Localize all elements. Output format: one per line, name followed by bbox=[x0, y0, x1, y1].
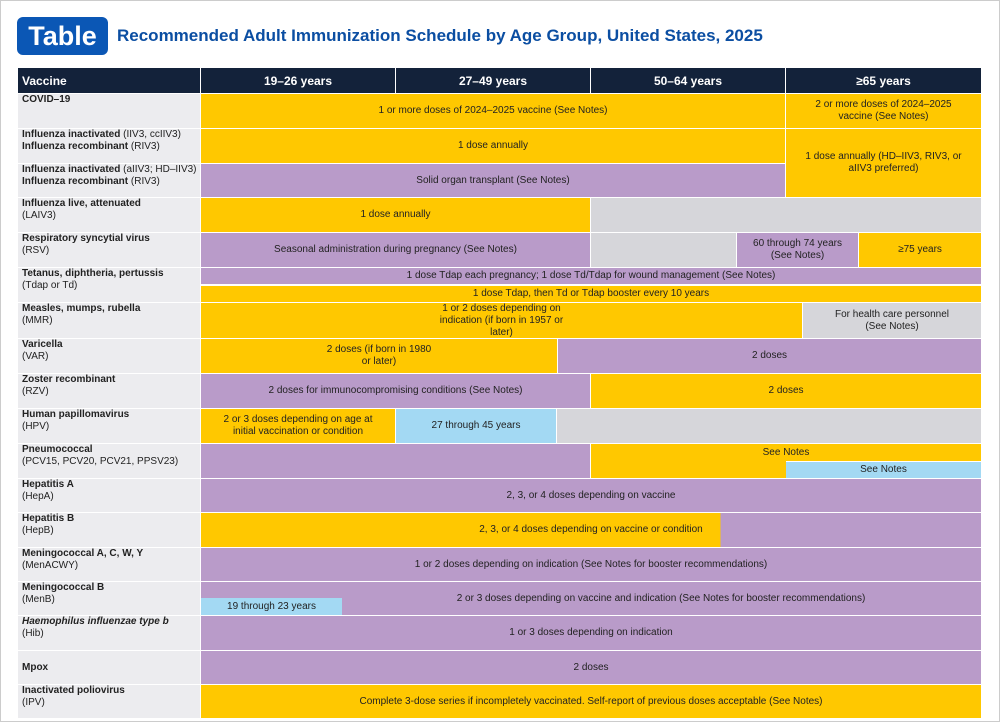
cell-pneumo-notes: See Notes bbox=[591, 444, 981, 461]
vaccine-name: Inactivated poliovirus bbox=[22, 685, 125, 696]
row-label-laiv: Influenza live, attenuated (LAIV3) bbox=[18, 198, 200, 232]
table-badge: Table 1 bbox=[17, 17, 108, 89]
cell-pneumo-risk bbox=[201, 444, 590, 478]
vaccine-name: Influenza recombinant bbox=[22, 141, 129, 152]
row-label-mpox: Mpox bbox=[18, 651, 200, 684]
row-label-hib: Haemophilus influenzae type b (Hib) bbox=[18, 616, 200, 650]
cell-hib: 1 or 3 doses depending on indication bbox=[201, 616, 981, 650]
cell-hpv: 2 or 3 doses depending on age at initial… bbox=[201, 409, 395, 443]
vaccine-name: Influenza recombinant bbox=[22, 176, 129, 187]
cell-laiv: 1 dose annually bbox=[201, 198, 590, 232]
vaccine-name: Haemophilus influenzae type b bbox=[22, 616, 169, 627]
vaccine-abbr: (RSV) bbox=[22, 245, 50, 256]
cell-rzv-immunocompromised: 2 doses for immunocompromising condition… bbox=[201, 374, 590, 408]
cell-mmr: 1 or 2 doses depending on indication (if… bbox=[201, 303, 802, 338]
vaccine-name: Pneumococcal bbox=[22, 444, 93, 455]
vaccine-name: Varicella bbox=[22, 339, 63, 350]
row-label-covid: COVID–19 bbox=[18, 94, 200, 128]
vaccine-name: Meningococcal B bbox=[22, 582, 105, 593]
cell-menb-19-23: 19 through 23 years bbox=[201, 598, 342, 615]
row-label-hepb: Hepatitis B (HepB) bbox=[18, 513, 200, 547]
vaccine-abbr: (HPV) bbox=[22, 421, 50, 432]
vaccine-name: Influenza live, attenuated bbox=[22, 198, 141, 209]
vaccine-abbr: (RZV) bbox=[22, 386, 49, 397]
vaccine-abbr: (Tdap or Td) bbox=[22, 280, 78, 291]
vaccine-abbr: (IIV3, ccIIV3) bbox=[123, 129, 181, 140]
row-label-tdap: Tetanus, diphtheria, pertussis (Tdap or T… bbox=[18, 268, 200, 302]
cell-mpox: 2 doses bbox=[201, 651, 981, 684]
row-label-hepa: Hepatitis A (HepA) bbox=[18, 479, 200, 512]
vaccine-name: Influenza inactivated bbox=[22, 129, 121, 140]
vaccine-abbr: (LAIV3) bbox=[22, 210, 56, 221]
cell-covid-65: 2 or more doses of 2024–2025 vaccine (Se… bbox=[786, 94, 981, 128]
header-vaccine: Vaccine bbox=[18, 68, 200, 93]
vaccine-name: Measles, mumps, rubella bbox=[22, 303, 141, 314]
row-label-mmr: Measles, mumps, rubella (MMR) bbox=[18, 303, 200, 338]
cell-rsv-60-74: 60 through 74 years (See Notes) bbox=[737, 233, 858, 267]
vaccine-abbr: (aIIV3; HD–IIV3) bbox=[123, 164, 197, 175]
vaccine-name: Zoster recombinant bbox=[22, 374, 116, 385]
cell-hepa: 2, 3, or 4 doses depending on vaccine bbox=[201, 479, 981, 512]
row-label-menacwy: Meningococcal A, C, W, Y (MenACWY) bbox=[18, 548, 200, 581]
header-50-64: 50–64 years bbox=[591, 68, 785, 93]
header-27-49: 27–49 years bbox=[396, 68, 590, 93]
vaccine-name: Meningococcal A, C, W, Y bbox=[22, 548, 144, 559]
row-label-pneumococcal: Pneumococcal (PCV15, PCV20, PCV21, PPSV23… bbox=[18, 444, 200, 478]
cell-hepb: 2, 3, or 4 doses depending on vaccine or… bbox=[201, 513, 981, 547]
vaccine-abbr: (VAR) bbox=[22, 351, 49, 362]
vaccine-name: Influenza inactivated bbox=[22, 164, 121, 175]
vaccine-name: Respiratory syncytial virus bbox=[22, 233, 150, 244]
row-label-ipv: Inactivated poliovirus (IPV) bbox=[18, 685, 200, 718]
vaccine-abbr: (RIV3) bbox=[130, 176, 160, 187]
vaccine-abbr: (MenB) bbox=[22, 594, 55, 605]
row-label-rsv: Respiratory syncytial virus (RSV) bbox=[18, 233, 200, 267]
cell-flu2: Solid organ transplant (See Notes) bbox=[201, 164, 785, 197]
cell-tdap-pregnancy: 1 dose Tdap each pregnancy; 1 dose Td/Td… bbox=[201, 268, 981, 284]
vaccine-abbr: (MMR) bbox=[22, 315, 53, 326]
cell-menacwy: 1 or 2 doses depending on indication (Se… bbox=[201, 548, 981, 581]
cell-hpv-27-45: 27 through 45 years bbox=[396, 409, 556, 443]
cell-rsv-75: ≥75 years bbox=[859, 233, 981, 267]
cell-rsv-pregnancy: Seasonal administration during pregnancy… bbox=[201, 233, 590, 267]
cell-tdap-booster: 1 dose Tdap, then Td or Tdap booster eve… bbox=[201, 286, 981, 302]
vaccine-abbr: (RIV3) bbox=[130, 141, 160, 152]
cell-var: 2 doses bbox=[558, 339, 981, 373]
cell-mmr-hcp: For health care personnel (See Notes) bbox=[803, 303, 981, 338]
vaccine-name: Hepatitis B bbox=[22, 513, 75, 524]
cell-hpv-na bbox=[557, 409, 981, 443]
cell-rzv: 2 doses bbox=[591, 374, 981, 408]
vaccine-abbr: (IPV) bbox=[22, 697, 45, 708]
vaccine-name: Tetanus, diphtheria, pertussis bbox=[22, 268, 164, 279]
vaccine-abbr: (MenACWY) bbox=[22, 560, 79, 571]
cell-ipv: Complete 3-dose series if incompletely v… bbox=[201, 685, 981, 718]
vaccine-abbr: (PCV15, PCV20, PCV21, PPSV23) bbox=[22, 456, 179, 467]
row-label-flu-adjuvanted: Influenza inactivated (aIIV3; HD–IIV3) I… bbox=[18, 164, 200, 197]
row-label-rzv: Zoster recombinant (RZV) bbox=[18, 374, 200, 408]
vaccine-name: Human papillomavirus bbox=[22, 409, 130, 420]
row-label-var: Varicella (VAR) bbox=[18, 339, 200, 373]
cell-rsv-na bbox=[591, 233, 736, 267]
vaccine-abbr: (HepB) bbox=[22, 525, 54, 536]
vaccine-name: COVID–19 bbox=[22, 94, 71, 105]
vaccine-name: Hepatitis A bbox=[22, 479, 74, 490]
header-65-plus: ≥65 years bbox=[786, 68, 981, 93]
header-19-26: 19–26 years bbox=[201, 68, 395, 93]
page-title: Recommended Adult Immunization Schedule … bbox=[117, 26, 763, 45]
cell-var-born-1980: 2 doses (if born in 1980 or later) bbox=[201, 339, 557, 373]
row-label-flu-inactivated: Influenza inactivated (IIV3, ccIIV3) Inf… bbox=[18, 129, 200, 163]
cell-flu1: 1 dose annually bbox=[201, 129, 785, 163]
cell-covid-19-64: 1 or more doses of 2024–2025 vaccine (Se… bbox=[201, 94, 785, 128]
cell-pneumo-50-64 bbox=[591, 461, 786, 478]
vaccine-abbr: (Hib) bbox=[22, 628, 44, 639]
vaccine-abbr: (HepA) bbox=[22, 491, 54, 502]
row-label-hpv: Human papillomavirus (HPV) bbox=[18, 409, 200, 443]
cell-laiv-na bbox=[591, 198, 981, 232]
cell-flu-65: 1 dose annually (HD–IIV3, RIV3, or aIIV3… bbox=[786, 129, 981, 197]
cell-pneumo-65: See Notes bbox=[786, 462, 981, 478]
vaccine-name: Mpox bbox=[22, 661, 49, 673]
row-label-menb: Meningococcal B (MenB) bbox=[18, 582, 200, 615]
